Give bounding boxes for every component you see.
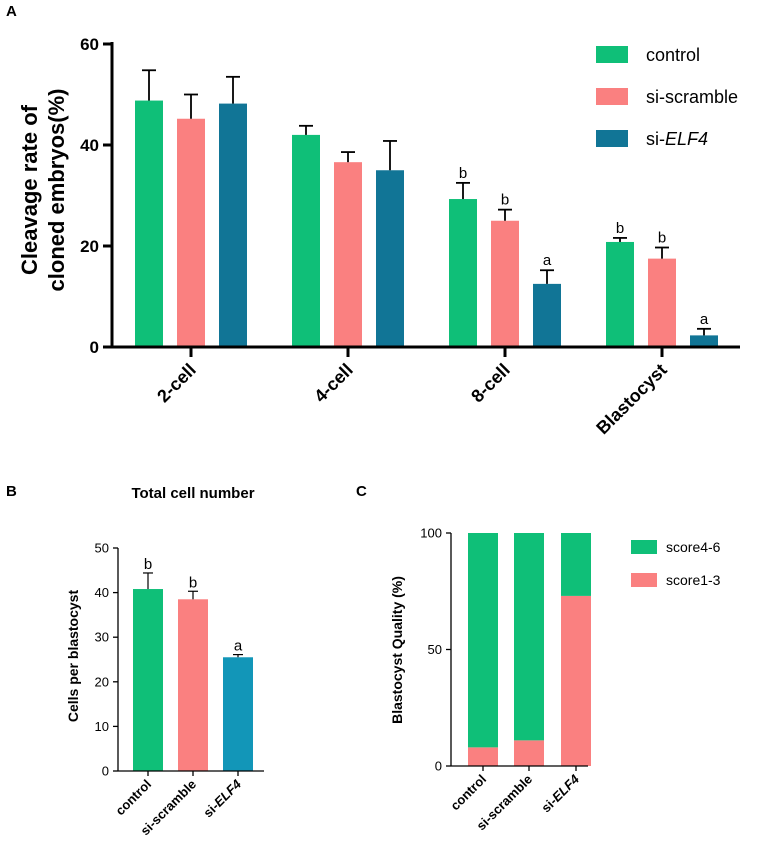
bar-si-ELF4-2-cell [219, 103, 247, 347]
bar-score4-6-si-ELF4 [561, 533, 591, 596]
bar-si-scramble-Blastocyst [648, 258, 676, 347]
y-tick-label: 40 [95, 585, 109, 600]
chart-b-title: Total cell number [131, 485, 254, 502]
bar-si-ELF4 [223, 657, 253, 771]
bar-score1-3-control [468, 747, 498, 766]
bar-si-ELF4-Blastocyst [690, 335, 718, 347]
x-tick-label-8-cell: 8-cell [467, 360, 514, 407]
y-tick-label: 50 [428, 642, 442, 657]
bar-score4-6-control [468, 533, 498, 748]
significance-letter: b [144, 556, 152, 573]
legend-label-si-scramble: si-scramble [646, 87, 738, 107]
x-tick-label-4-cell: 4-cell [310, 360, 357, 407]
chart-a-ylabel-line1: Cleavage rate of [17, 104, 42, 275]
legend-label-score4-6: score4-6 [666, 539, 721, 555]
bar-control [133, 589, 163, 771]
chart-c-ylabel: Blastocyst Quality (%) [389, 576, 405, 724]
y-tick-label: 100 [420, 526, 442, 541]
x-tick-label-si-ELF4: si-ELF4 [200, 776, 244, 820]
y-tick-label: 20 [95, 674, 109, 689]
significance-letter: a [234, 638, 243, 655]
significance-letter: b [658, 230, 666, 247]
y-tick-label: 20 [80, 237, 99, 256]
bar-control-Blastocyst [606, 241, 634, 347]
panel-label-c: C [356, 483, 367, 500]
legend-label-score1-3: score1-3 [666, 572, 721, 588]
chart-a-ylabel-line2: cloned embryos(%) [44, 89, 69, 292]
bar-control-8-cell [449, 199, 477, 347]
panel-label-a: A [6, 3, 17, 20]
bar-si-ELF4-8-cell [533, 283, 561, 347]
legend-label-si-ELF4: si-ELF4 [646, 129, 708, 149]
y-tick-label: 40 [80, 136, 99, 155]
y-tick-label: 0 [90, 338, 99, 357]
legend-swatch-control [596, 46, 628, 63]
significance-letter: b [616, 220, 624, 237]
significance-letter: a [543, 252, 552, 269]
significance-letter: a [700, 311, 709, 328]
x-tick-label-blastocyst: Blastocyst [592, 360, 671, 439]
chart-a-legend: control si-scramble si-ELF4 [596, 45, 738, 149]
significance-letter: b [459, 165, 467, 182]
bar-score4-6-si-scramble [514, 533, 544, 741]
bar-control-2-cell [135, 100, 163, 347]
bar-si-scramble-8-cell [491, 220, 519, 347]
bar-si-scramble-4-cell [334, 162, 362, 347]
legend-swatch-si-ELF4 [596, 130, 628, 147]
x-tick-label-2-cell: 2-cell [153, 360, 200, 407]
bar-si-ELF4-4-cell [376, 170, 404, 347]
chart-c-legend: score4-6 score1-3 [631, 539, 721, 588]
legend-swatch-score4-6 [631, 540, 657, 554]
bar-si-scramble-2-cell [177, 118, 205, 348]
y-tick-label: 50 [95, 541, 109, 556]
bar-si-scramble [178, 599, 208, 771]
y-tick-label: 30 [95, 630, 109, 645]
y-tick-label: 0 [435, 759, 442, 774]
y-tick-label: 10 [95, 719, 109, 734]
x-tick-label-control: control [112, 777, 154, 819]
significance-letter: b [501, 192, 509, 209]
chart-b-ylabel: Cells per blastocyst [65, 590, 81, 723]
bar-control-4-cell [292, 134, 320, 347]
x-tick-label-control: control [447, 772, 489, 814]
x-tick-label-si-ELF4: si-ELF4 [538, 771, 582, 815]
chart-c: Blastocyst Quality (%) 050100controlsi-s… [389, 526, 721, 834]
legend-label-control: control [646, 45, 700, 65]
legend-swatch-score1-3 [631, 573, 657, 587]
panel-label-b: B [6, 483, 17, 500]
y-tick-label: 0 [102, 764, 109, 779]
bar-score1-3-si-scramble [514, 740, 544, 766]
y-tick-label: 60 [80, 35, 99, 54]
chart-b: Total cell number Cells per blastocyst b… [65, 485, 264, 838]
significance-letter: b [189, 574, 197, 591]
bar-score1-3-si-ELF4 [561, 595, 591, 766]
legend-swatch-si-scramble [596, 88, 628, 105]
chart-a: Cleavage rate of cloned embryos(%) b b b b a… [17, 35, 740, 438]
